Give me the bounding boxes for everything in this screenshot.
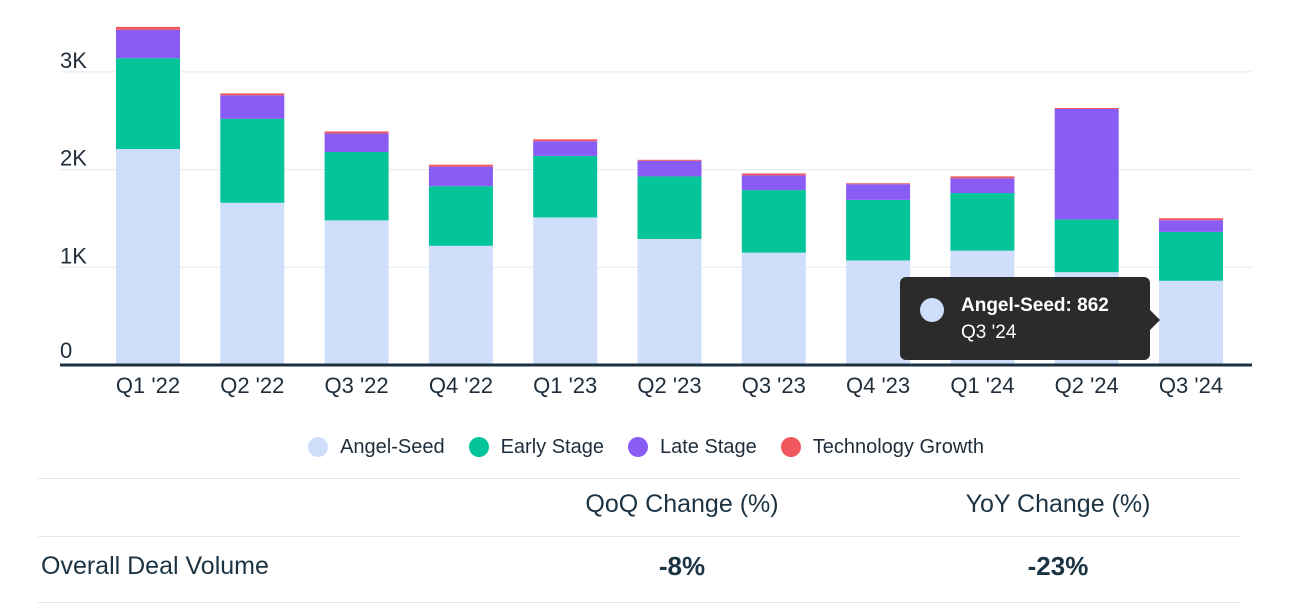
- legend-label: Technology Growth: [812, 435, 984, 458]
- bar-segment-early-stage[interactable]: [950, 193, 1015, 251]
- legend-label: Early Stage: [500, 435, 604, 458]
- legend-item-technology-growth[interactable]: Technology Growth: [780, 435, 984, 459]
- table-header-yoy: YoY Change (%): [965, 490, 1151, 518]
- bar-segment-technology-growth[interactable]: [741, 173, 806, 176]
- table-row-label: Overall Deal Volume: [41, 552, 269, 580]
- bar-segment-early-stage[interactable]: [846, 199, 911, 261]
- table-cell-qoq: -8%: [658, 551, 706, 581]
- bar-segment-late-stage[interactable]: [1054, 108, 1119, 220]
- x-tick-label: Q2 '23: [637, 373, 701, 398]
- bar-segment-technology-growth[interactable]: [533, 139, 598, 142]
- legend-label: Angel-Seed: [340, 435, 445, 458]
- table-header-qoq: QoQ Change (%): [585, 490, 779, 518]
- bar-segment-technology-growth[interactable]: [324, 131, 389, 134]
- bar-segment-early-stage[interactable]: [324, 151, 389, 221]
- bar-segment-technology-growth[interactable]: [846, 183, 911, 185]
- x-tick-label: Q3 '22: [325, 373, 389, 398]
- bar-segment-technology-growth[interactable]: [116, 26, 180, 30]
- bar-segment-technology-growth[interactable]: [428, 164, 493, 167]
- bar-segment-angel-seed[interactable]: [220, 202, 285, 365]
- bar-segment-early-stage[interactable]: [1159, 231, 1223, 281]
- bar-segment-late-stage[interactable]: [637, 160, 702, 177]
- bar-segment-angel-seed[interactable]: [741, 252, 806, 365]
- legend-item-late-stage[interactable]: Late Stage: [627, 435, 757, 459]
- bar-segment-early-stage[interactable]: [428, 186, 493, 246]
- bar-segment-late-stage[interactable]: [428, 166, 493, 187]
- bar-segment-technology-growth[interactable]: [1054, 108, 1119, 109]
- bar-segment-late-stage[interactable]: [533, 141, 598, 156]
- bar-segment-early-stage[interactable]: [533, 155, 598, 218]
- x-axis-ticks: Q1 '22 Q2 '22 Q3 '22 Q4 '22 Q1 '23 Q2 '23 Q3 '…: [116, 373, 1223, 398]
- tooltip-title: Angel-Seed: 862: [961, 295, 1109, 316]
- bar-segment-angel-seed[interactable]: [846, 260, 911, 365]
- bar-segment-technology-growth[interactable]: [637, 159, 702, 161]
- legend-item-angel-seed[interactable]: Angel-Seed: [308, 436, 445, 459]
- bar-segment-angel-seed[interactable]: [116, 149, 180, 365]
- legend-dot-early-stage: [468, 437, 489, 457]
- bars: [116, 26, 1223, 365]
- x-tick-label: Q3 '23: [742, 373, 806, 398]
- x-tick-label: Q1 '23: [533, 373, 597, 398]
- bar-segment-technology-growth[interactable]: [1159, 218, 1223, 221]
- bar-segment-angel-seed[interactable]: [428, 245, 493, 365]
- bar-segment-technology-growth[interactable]: [220, 93, 285, 96]
- y-tick-label: 0: [60, 338, 72, 363]
- bar-segment-late-stage[interactable]: [324, 133, 389, 152]
- table-divider: [38, 536, 1240, 537]
- x-tick-label: Q1 '24: [950, 373, 1014, 398]
- legend-label: Late Stage: [659, 435, 757, 458]
- bar-segment-angel-seed[interactable]: [637, 238, 702, 365]
- bar-segment-early-stage[interactable]: [220, 118, 285, 203]
- x-tick-label: Q1 '22: [116, 373, 180, 398]
- legend-dot-late-stage: [627, 437, 648, 457]
- x-tick-label: Q4 '23: [846, 373, 910, 398]
- bar-segment-angel-seed[interactable]: [324, 220, 389, 365]
- bar-segment-early-stage[interactable]: [741, 190, 806, 253]
- chart-legend: Angel-Seed Early Stage Late Stage Techno…: [0, 430, 1292, 464]
- tooltip-dot: [920, 298, 944, 322]
- bar-segment-late-stage[interactable]: [741, 175, 806, 191]
- bar-segment-early-stage[interactable]: [1054, 219, 1119, 273]
- y-tick-label: 3K: [60, 48, 87, 73]
- bar-segment-late-stage[interactable]: [846, 184, 911, 200]
- bar-segment-late-stage[interactable]: [950, 178, 1015, 194]
- y-tick-label: 1K: [60, 243, 87, 268]
- bar-segment-early-stage[interactable]: [116, 58, 180, 150]
- y-tick-label: 2K: [60, 146, 87, 171]
- bar-segment-angel-seed[interactable]: [533, 217, 598, 365]
- x-tick-label: Q2 '22: [220, 373, 284, 398]
- bar-segment-late-stage[interactable]: [116, 29, 180, 59]
- table-divider: [38, 478, 1240, 479]
- table-cell-yoy: -23%: [1027, 551, 1089, 581]
- legend-item-early-stage[interactable]: Early Stage: [468, 435, 604, 459]
- bar-segment-late-stage[interactable]: [1159, 220, 1223, 232]
- legend-dot-technology-growth: [780, 437, 801, 457]
- tooltip-subtitle: Q3 '24: [961, 322, 1017, 343]
- bar-segment-late-stage[interactable]: [220, 95, 285, 119]
- chart-tooltip: Angel-Seed: 862 Q3 '24: [900, 277, 1160, 360]
- bar-segment-technology-growth[interactable]: [950, 176, 1015, 179]
- bar-segment-early-stage[interactable]: [637, 176, 702, 239]
- stacked-bar-chart: 0 1K 2K 3K Q1 '22 Q2 '22 Q3 '22 Q4 '22 Q1 '23 Q2…: [60, 26, 1252, 398]
- table-divider: [38, 602, 1240, 603]
- y-axis-ticks: 0 1K 2K 3K: [60, 48, 87, 363]
- x-tick-label: Q2 '24: [1055, 373, 1119, 398]
- x-tick-label: Q3 '24: [1159, 373, 1223, 398]
- bar-segment-angel-seed[interactable]: [1159, 280, 1223, 365]
- x-tick-label: Q4 '22: [429, 373, 493, 398]
- legend-dot-angel-seed: [308, 437, 329, 457]
